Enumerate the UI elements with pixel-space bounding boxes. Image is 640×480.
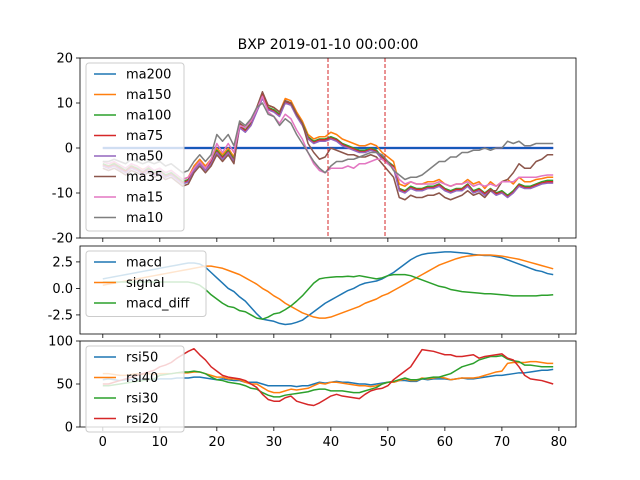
legend-label: ma75 [126, 129, 163, 144]
y-tick-label: 0 [65, 421, 73, 436]
x-tick-label: 40 [323, 435, 340, 450]
legend-label: ma100 [126, 109, 171, 124]
y-tick-label: -10 [52, 187, 73, 202]
panels: -20-1001020ma200ma150ma100ma75ma50ma35ma… [48, 52, 577, 450]
legend-box [85, 345, 185, 433]
legend-label: macd [126, 256, 162, 271]
y-tick-label: 50 [56, 378, 73, 393]
x-tick-label: 70 [494, 435, 511, 450]
x-tick-label: 30 [266, 435, 283, 450]
x-tick-label: 80 [551, 435, 568, 450]
legend-label: rsi20 [126, 412, 158, 427]
legend-label: ma150 [126, 88, 171, 103]
legend-box [85, 250, 207, 317]
axes-frame [79, 245, 577, 335]
y-tick-label: -2.5 [48, 308, 73, 323]
axes-frame [79, 340, 577, 428]
y-tick-label: 0 [65, 142, 73, 157]
legend-label: ma50 [126, 150, 163, 165]
x-tick-label: 50 [380, 435, 397, 450]
y-tick-label: 0.0 [52, 282, 73, 297]
y-tick-label: -20 [52, 232, 73, 247]
y-tick-label: 2.5 [52, 255, 73, 270]
legend-label: macd_diff [126, 297, 190, 312]
x-tick-label: 0 [99, 435, 107, 450]
legend-label: ma200 [126, 68, 171, 83]
panel-1: -2.5 0.0 2.5 macd signal macd_diff [48, 245, 577, 338]
panel-0: -20-1001020ma200ma150ma100ma75ma50ma35ma… [52, 52, 577, 247]
y-tick-label: 10 [56, 97, 73, 112]
legend-box [85, 62, 185, 232]
legend-label: ma10 [126, 211, 163, 226]
x-tick-label: 60 [437, 435, 454, 450]
y-tick-label: 100 [48, 335, 73, 350]
x-tick-label: 10 [152, 435, 169, 450]
legend-label: rsi40 [126, 371, 158, 386]
legend-label: rsi30 [126, 392, 158, 407]
x-tick-label: 20 [209, 435, 226, 450]
axes-frame [79, 57, 577, 239]
legend-label: signal [126, 276, 164, 291]
legend-label: rsi50 [126, 351, 158, 366]
y-tick-label: 20 [56, 52, 73, 67]
legend: ma200 ma150 ma100 ma75 ma50 ma35 ma15 ma10 [85, 62, 185, 232]
legend-label: ma15 [126, 191, 163, 206]
legend: macd signal macd_diff [85, 250, 207, 317]
figure-title: BXP 2019-01-10 00:00:00 [238, 37, 419, 53]
legend-label: ma35 [126, 170, 163, 185]
legend: rsi50 rsi40 rsi30 rsi20 [85, 345, 185, 433]
